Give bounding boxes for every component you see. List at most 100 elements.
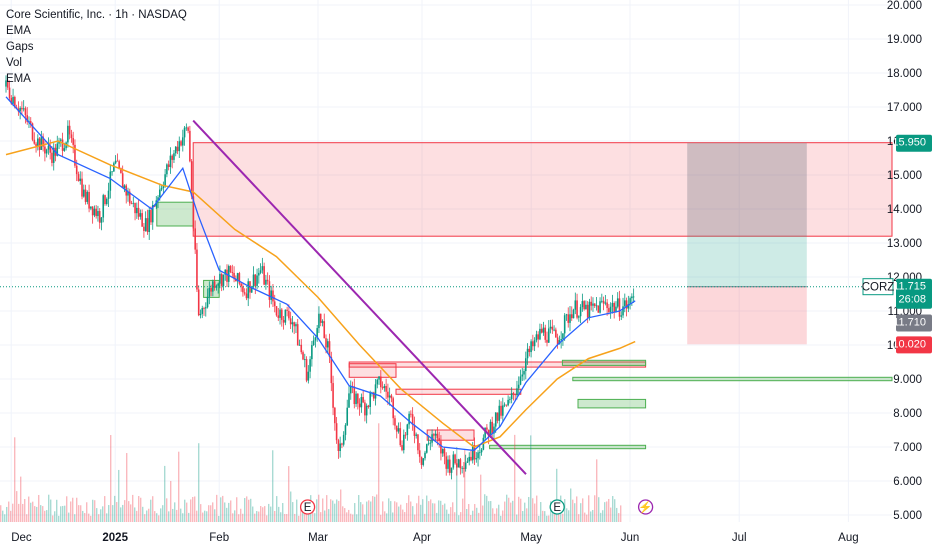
x-tick-label: Dec: [11, 532, 32, 544]
candle-body: [565, 314, 568, 316]
volume-bar: [488, 501, 490, 522]
candle-body: [556, 337, 559, 345]
volume-bar: [534, 503, 536, 522]
volume-bar: [414, 514, 416, 522]
candle-body: [365, 405, 368, 416]
volume-bar: [70, 501, 72, 522]
volume-bar: [444, 503, 446, 522]
candle-body: [238, 273, 241, 284]
candle-body: [450, 467, 453, 473]
volume-bar: [536, 495, 538, 522]
candle-body: [463, 467, 465, 469]
position-profit-zone[interactable]: [687, 236, 807, 287]
indicator-volume[interactable]: Vol: [6, 57, 22, 69]
candle-body: [464, 462, 467, 469]
position-loss-zone[interactable]: [687, 286, 807, 345]
green-gap-zone[interactable]: [572, 376, 893, 382]
volume-bar: [304, 513, 306, 522]
volume-bar: [144, 514, 146, 522]
candle-body: [448, 459, 451, 473]
candle-body: [374, 384, 377, 399]
volume-bar: [302, 511, 304, 522]
bid-price-tag[interactable]: [896, 314, 932, 332]
volume-bar: [362, 504, 364, 522]
volume-bar: [102, 506, 104, 522]
volume-bar: [412, 506, 414, 522]
target-price-tag-text: 15.950: [892, 137, 926, 149]
candle-body: [316, 328, 318, 338]
y-tick-label: 13.000: [887, 238, 922, 250]
red-gap-zone[interactable]: [192, 142, 893, 237]
volume-bar: [184, 499, 186, 522]
candle-body: [95, 208, 97, 217]
candle-body: [397, 428, 400, 432]
volume-bar: [392, 512, 394, 522]
volume-bar: [256, 511, 258, 522]
volume-bar: [156, 513, 158, 522]
candle-body: [367, 405, 370, 407]
event-marker[interactable]: [637, 499, 654, 515]
candle-body: [479, 452, 481, 454]
candle-body: [475, 458, 478, 460]
red-gap-zone[interactable]: [395, 388, 522, 395]
last-price-tag[interactable]: [896, 278, 932, 309]
candle-body: [305, 359, 308, 381]
volume-bar: [484, 494, 486, 522]
candle-body: [102, 195, 105, 218]
candle-body: [570, 314, 573, 319]
ticker-tag[interactable]: [862, 278, 894, 296]
indicator-gaps[interactable]: Gaps: [6, 41, 34, 53]
volume-bar: [586, 514, 588, 522]
x-tick-label: 2025: [102, 532, 128, 544]
volume-bar: [582, 498, 584, 522]
volume-bar: [50, 499, 52, 522]
y-tick-label: 14.000: [887, 204, 922, 216]
candle-body: [174, 146, 177, 154]
candle-body: [77, 174, 80, 182]
chart-title[interactable]: Core Scientific, Inc. · 1h · NASDAQ: [6, 9, 187, 21]
red-gap-zone[interactable]: [348, 363, 397, 378]
volume-bar: [492, 508, 494, 522]
candle-body: [425, 444, 428, 453]
volume-bar: [294, 513, 296, 522]
candle-body: [213, 281, 216, 288]
candle-body: [380, 376, 382, 388]
volume-bar: [166, 498, 168, 522]
indicator-ema-slow[interactable]: EMA: [6, 73, 31, 85]
candle-body: [14, 96, 16, 108]
volume-bar: [460, 512, 462, 522]
candle-body: [521, 374, 524, 377]
candle-body: [51, 152, 53, 163]
position-overlap[interactable]: [687, 142, 807, 237]
green-gap-zone[interactable]: [561, 359, 647, 366]
candle-body: [273, 301, 276, 307]
candle-body: [233, 272, 235, 279]
candle-body: [123, 185, 126, 188]
candle-body: [31, 123, 34, 140]
y-tick-label: 5.000: [893, 510, 922, 522]
event-marker[interactable]: [299, 499, 316, 515]
indicator-ema-fast[interactable]: EMA: [6, 25, 31, 37]
candle-body: [514, 394, 516, 396]
candle-body: [182, 137, 184, 146]
volume-bar: [540, 502, 542, 522]
candle-body: [275, 306, 278, 316]
stop-price-tag[interactable]: [896, 336, 932, 354]
green-gap-zone[interactable]: [489, 444, 647, 450]
green-gap-zone[interactable]: [577, 398, 647, 409]
candle-body: [298, 344, 301, 346]
volume-bar: [478, 512, 480, 522]
volume-bar: [198, 443, 200, 522]
event-marker[interactable]: [549, 499, 565, 515]
volume-bar: [496, 508, 498, 522]
candle-body: [507, 399, 509, 406]
target-price-tag[interactable]: [896, 134, 932, 152]
candle-body: [113, 163, 115, 172]
candle-body: [494, 412, 497, 427]
candle-body: [143, 226, 145, 231]
green-gap-zone[interactable]: [156, 201, 194, 227]
candle-body: [37, 138, 39, 147]
trendline[interactable]: [192, 119, 527, 475]
y-tick-label: 15.000: [887, 170, 922, 182]
